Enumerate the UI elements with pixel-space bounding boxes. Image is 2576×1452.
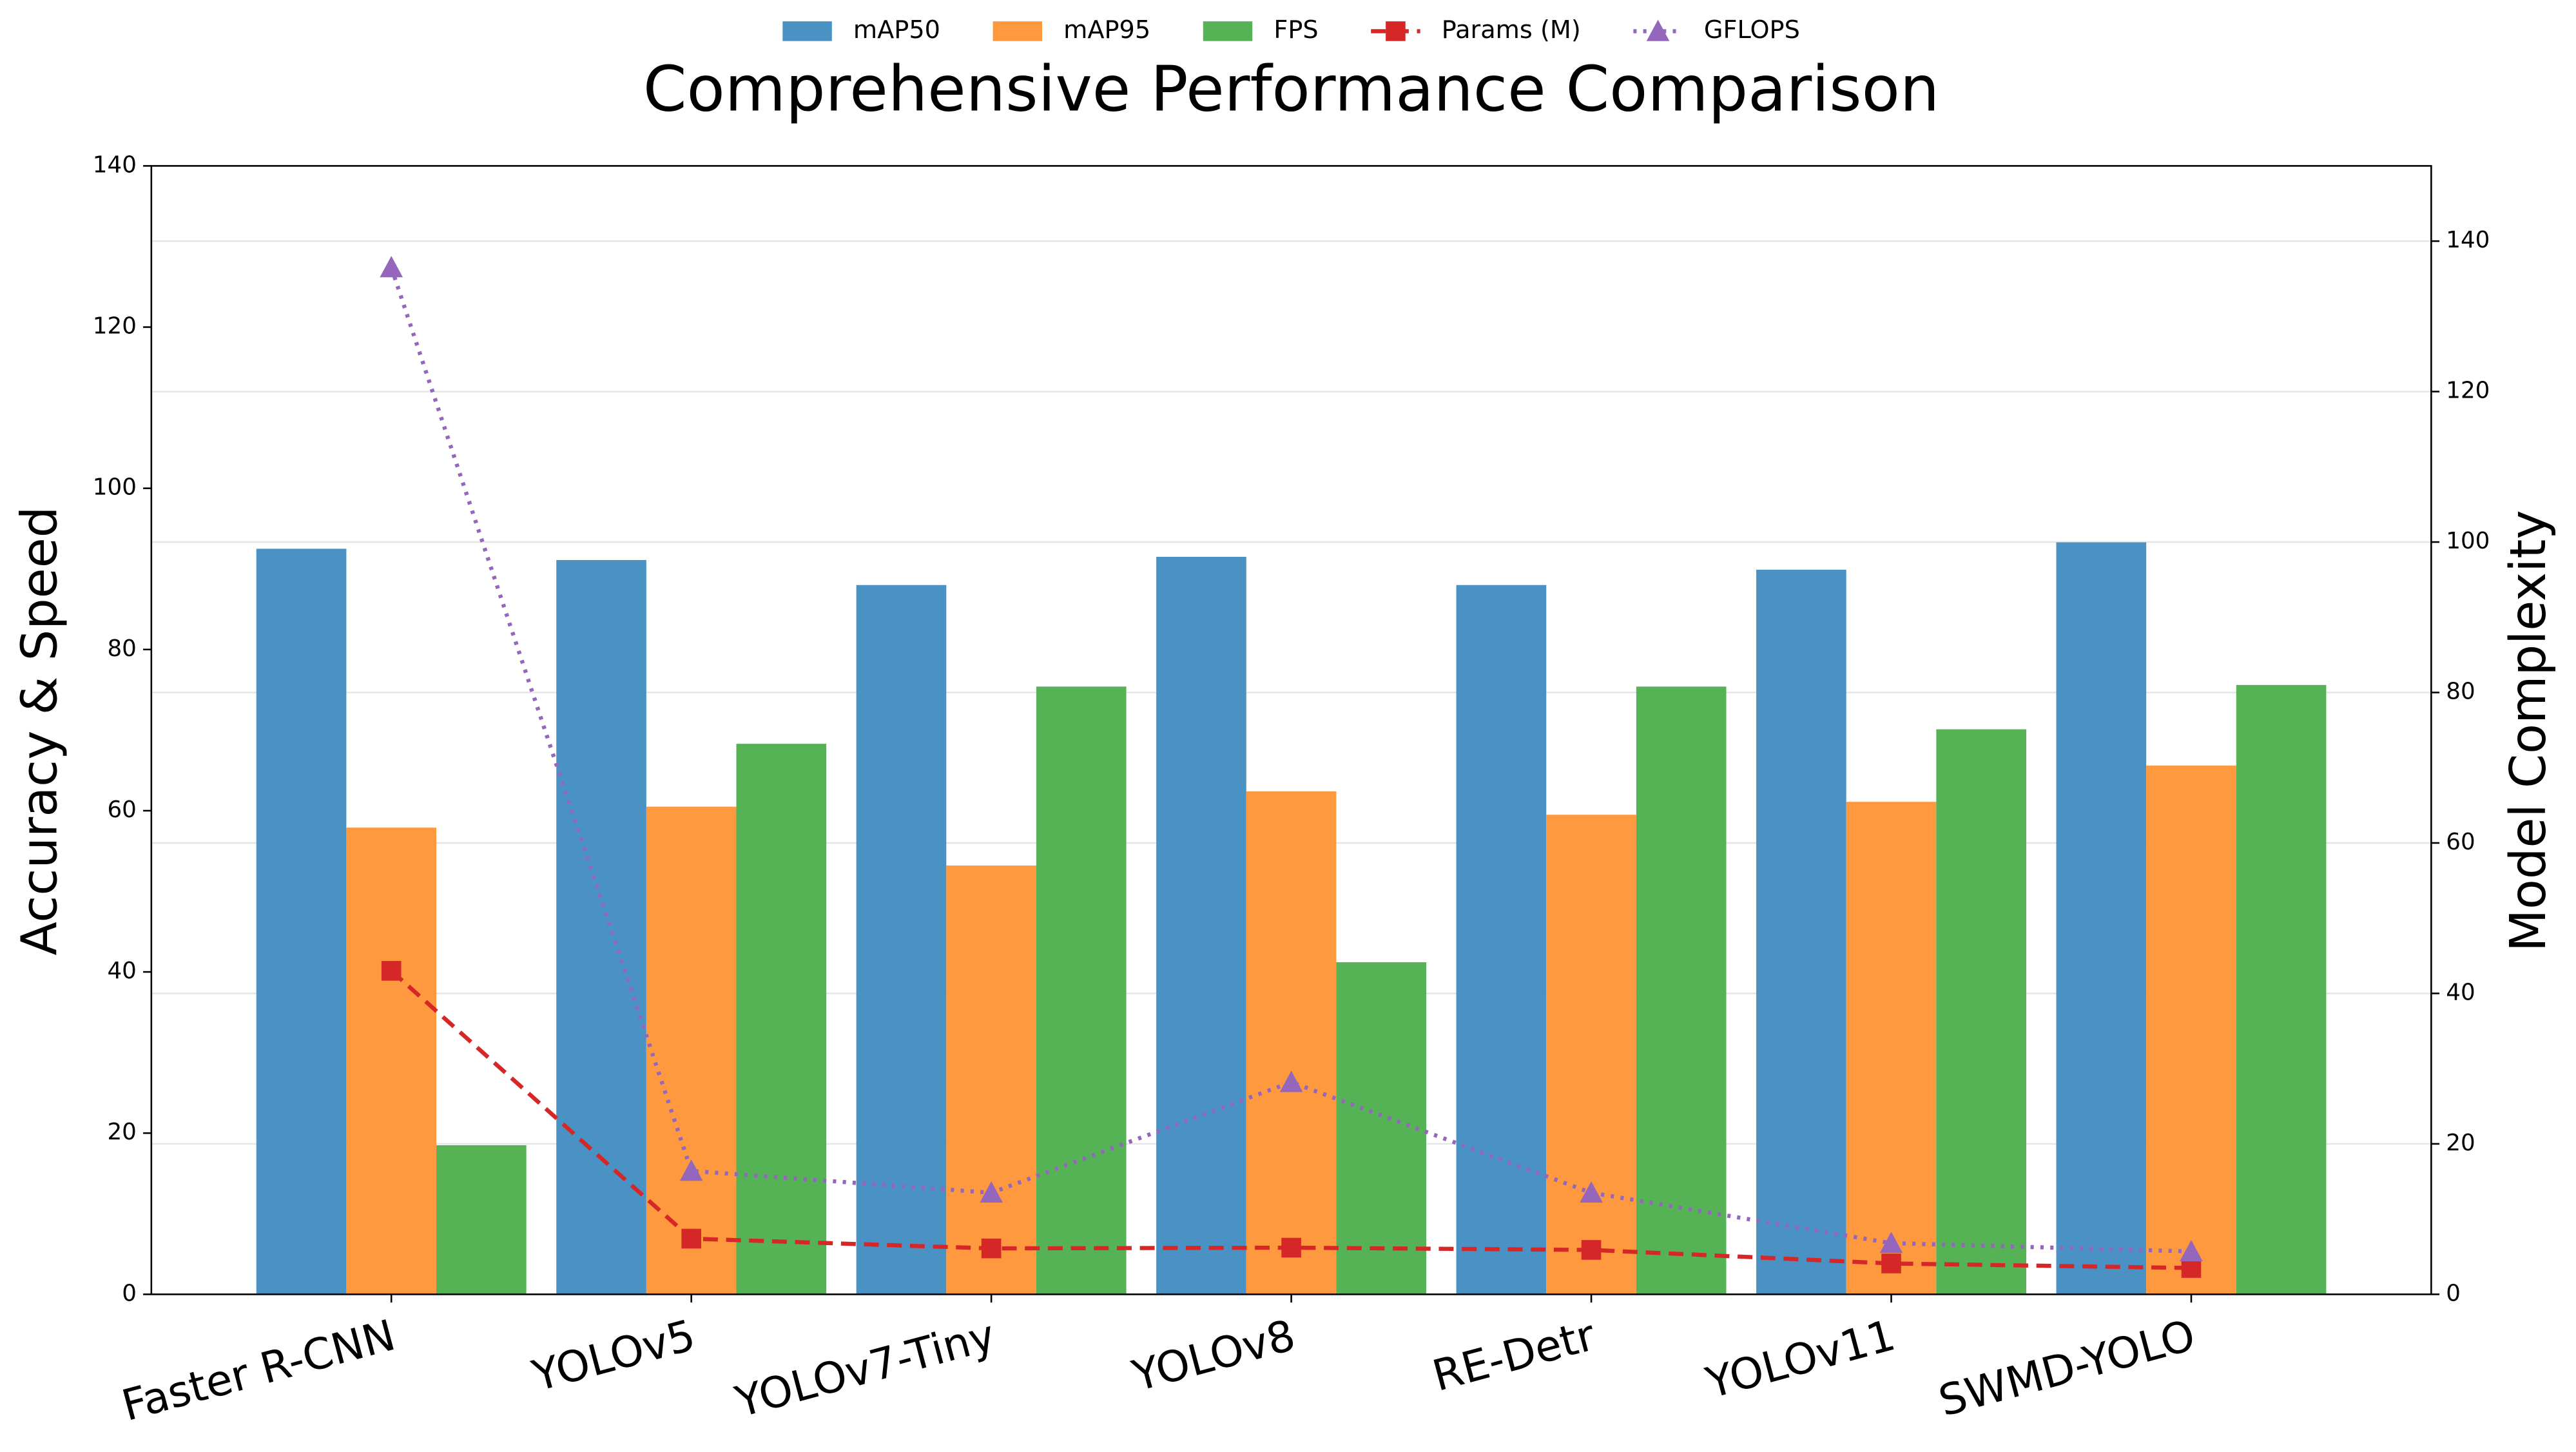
bar [1456, 585, 1547, 1295]
legend-marker [1386, 21, 1406, 41]
bar [346, 828, 437, 1295]
point [1581, 1240, 1602, 1260]
bar [2146, 765, 2236, 1295]
point [1881, 1254, 1901, 1273]
legend-label: mAP95 [1063, 16, 1150, 44]
x-tick-label: Faster R-CNN [117, 1310, 400, 1431]
legend-label: mAP50 [853, 16, 940, 44]
x-tick-label: YOLOv11 [1700, 1310, 1900, 1408]
y-tick-label: 40 [107, 958, 136, 984]
bar [1246, 791, 1337, 1295]
bar [646, 806, 737, 1295]
y2-tick-label: 60 [2446, 829, 2475, 855]
bar [2056, 542, 2147, 1295]
chart-title: Comprehensive Performance Comparison [643, 53, 1939, 126]
legend-label: Params (M) [1442, 16, 1581, 44]
bar [1546, 815, 1636, 1295]
bar [1036, 686, 1127, 1295]
y2-tick-label: 100 [2446, 528, 2490, 554]
y2-tick-label: 120 [2446, 378, 2490, 404]
legend-swatch [993, 21, 1043, 41]
y-tick-label: 80 [107, 635, 136, 662]
bar [736, 744, 827, 1295]
y2-tick-label: 20 [2446, 1130, 2475, 1156]
point [679, 1159, 703, 1181]
bar [1756, 569, 1846, 1295]
bar [256, 548, 347, 1295]
y-tick-label: 0 [122, 1280, 137, 1306]
point [980, 1181, 1003, 1203]
point [1279, 1070, 1303, 1092]
point [981, 1238, 1002, 1259]
y-tick-label: 140 [93, 151, 137, 178]
bar [436, 1145, 527, 1295]
bar [1336, 962, 1427, 1295]
legend-swatch [782, 21, 832, 41]
bar [556, 559, 646, 1295]
bar [2236, 684, 2327, 1295]
x-tick-label: YOLOv7-Tiny [730, 1310, 1000, 1427]
y-axis-label: Accuracy & Speed [12, 507, 69, 956]
y2-tick-label: 40 [2446, 979, 2475, 1005]
bar [1636, 686, 1727, 1295]
bar [1936, 729, 2026, 1295]
x-tick-label: SWMD-YOLO [1933, 1310, 2200, 1426]
y2-tick-label: 140 [2446, 227, 2490, 253]
legend: mAP50 mAP95 FPS Params (M) GFLOPS [782, 16, 1800, 44]
point [1580, 1181, 1603, 1203]
y-tick-label: 20 [107, 1119, 136, 1145]
y2-axis-label: Model Complexity [2500, 510, 2557, 952]
point [2180, 1239, 2203, 1262]
point [1879, 1232, 1903, 1254]
legend-marker [1646, 19, 1670, 41]
x-tick-label: YOLOv5 [527, 1310, 700, 1401]
y-tick-label: 120 [93, 313, 137, 340]
y-tick-label: 60 [107, 797, 136, 823]
y2-tick-label: 0 [2446, 1280, 2461, 1306]
y2-tick-label: 80 [2446, 679, 2475, 705]
point [681, 1228, 701, 1249]
x-tick-label: RE-Detr [1428, 1310, 1601, 1401]
legend-label: FPS [1273, 16, 1318, 44]
x-tick-label: YOLOv8 [1127, 1310, 1300, 1401]
legend-swatch [1203, 21, 1253, 41]
point [1281, 1237, 1301, 1258]
bar [946, 865, 1036, 1295]
bar [1156, 556, 1246, 1295]
point [380, 256, 403, 278]
bar [1846, 802, 1937, 1295]
point [2181, 1258, 2202, 1278]
bar [856, 585, 947, 1295]
point [381, 961, 402, 981]
y-tick-label: 100 [93, 474, 137, 501]
legend-label: GFLOPS [1704, 16, 1800, 44]
